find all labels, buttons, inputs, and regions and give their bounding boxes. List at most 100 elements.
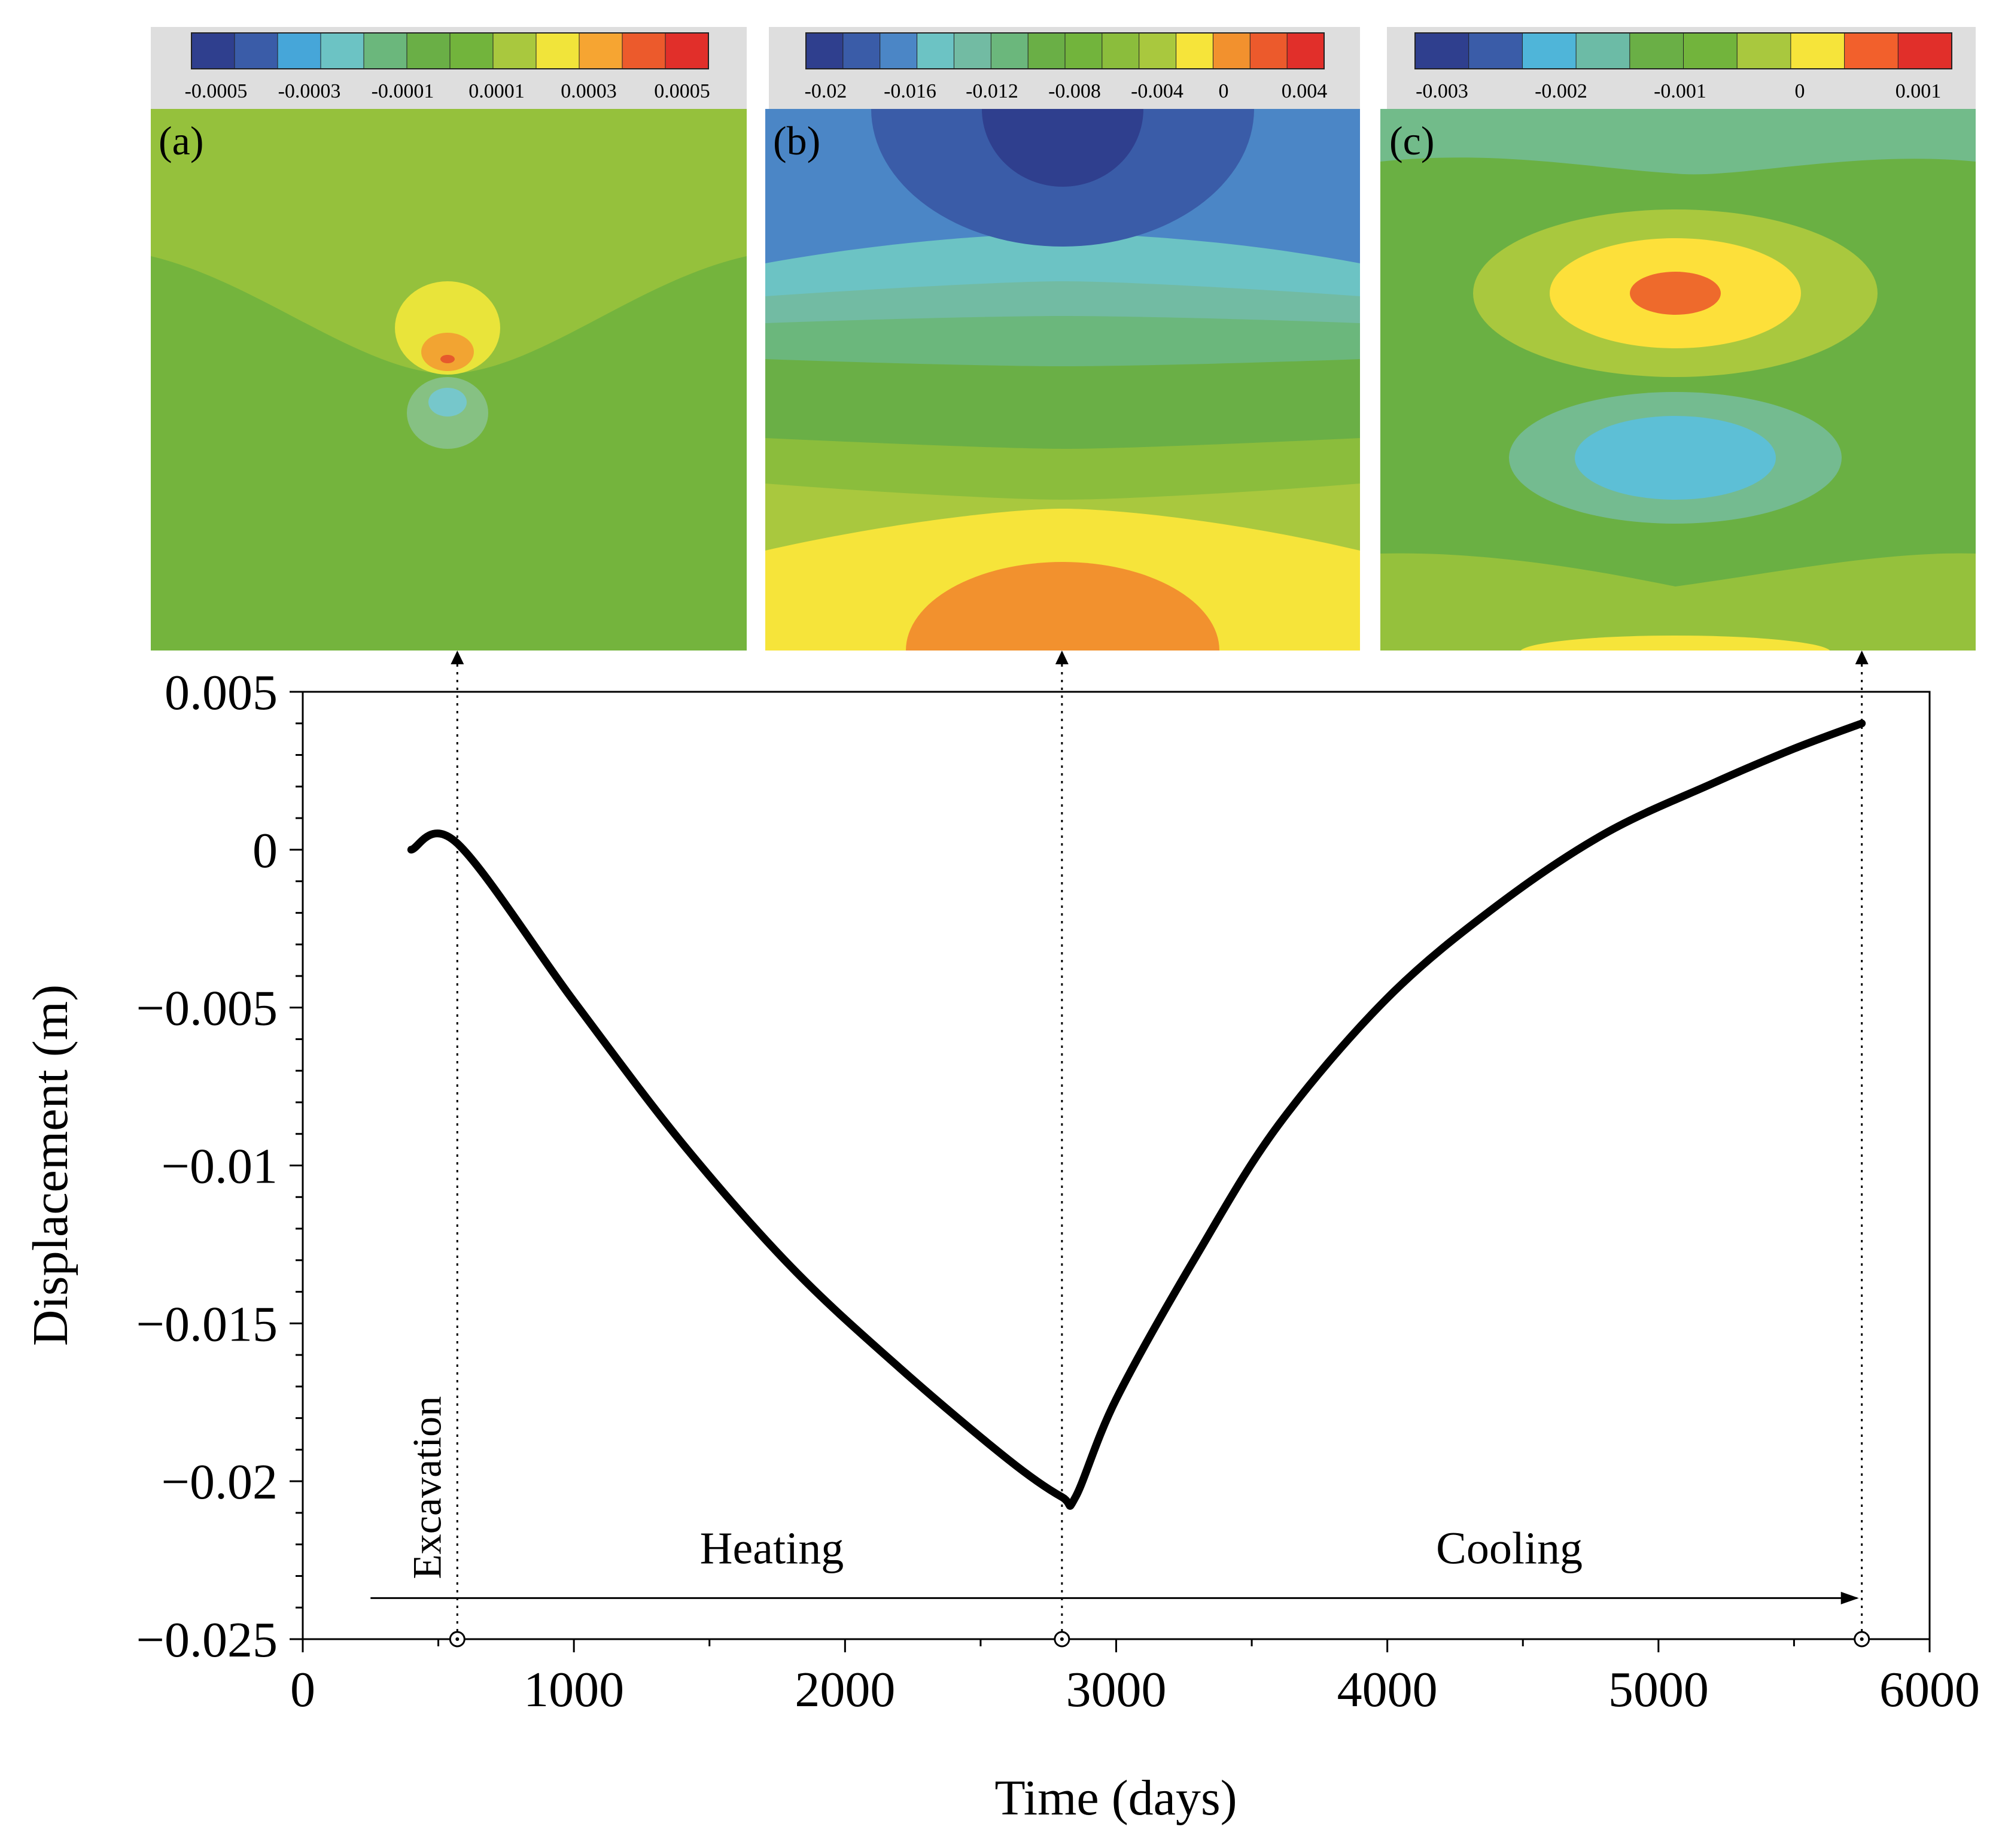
y-tick-label: −0.025 [136, 1612, 278, 1668]
field-a-contour-cyan [428, 388, 467, 417]
colorbar-tick-label: 0.004 [1282, 80, 1328, 102]
colorbar-swatch [1176, 32, 1214, 69]
colorbar-tick-label: -0.003 [1416, 80, 1468, 102]
field-b-contour-darkblue [982, 109, 1143, 187]
marker-dot [455, 1637, 460, 1641]
contour-field-a [151, 109, 747, 651]
colorbar-tick-label: -0.002 [1535, 80, 1587, 102]
x-tick-label: 6000 [1879, 1662, 1980, 1718]
colorbar-swatch [1522, 32, 1577, 69]
colorbar-swatch [363, 32, 407, 69]
contour-panel-a: -0.0005 -0.0003 -0.0001 0.0001 0.0003 0.0005 … [151, 27, 747, 651]
x-axis-label: Time (days) [994, 1770, 1237, 1826]
colorbar-swatch [579, 32, 623, 69]
field-a-contour-red [440, 355, 455, 363]
contour-field-c [1380, 109, 1976, 651]
field-a-contour-orange [421, 333, 474, 371]
colorbar-b [805, 32, 1325, 69]
colorbar-outline [1414, 32, 1952, 69]
colorbar-swatch [990, 32, 1029, 69]
colorbar-swatch [1064, 32, 1103, 69]
panel-c-label: (c) [1389, 118, 1434, 163]
colorbar-swatch [1683, 32, 1738, 69]
colorbar-outline [805, 32, 1325, 69]
line-plot: 0 1000 2000 3000 4000 5000 6000 0.005 0 −0.005 −0… [23, 651, 1980, 1826]
field-c-contour-cyan [1575, 416, 1776, 500]
colorbar-swatch [842, 32, 881, 69]
colorbar-tick-label: 0.0005 [654, 80, 710, 102]
colorbar-swatch [1790, 32, 1845, 69]
panel-a-label: (a) [159, 118, 203, 163]
colorbar-outline [191, 32, 709, 69]
colorbar-a-ticks: -0.0005 -0.0003 -0.0001 0.0001 0.0003 0.0005 [185, 80, 710, 102]
colorbar-swatch [1897, 32, 1953, 69]
colorbar-c [1414, 32, 1953, 69]
colorbar-swatch [320, 32, 364, 69]
colorbar-a [191, 32, 709, 69]
colorbar-swatch [622, 32, 666, 69]
colorbar-swatch [1249, 32, 1288, 69]
field-c-top-band [1380, 109, 1976, 175]
field-c-bottom-band [1380, 553, 1976, 651]
y-tick-label: −0.015 [136, 1296, 278, 1352]
marker-dot [1860, 1637, 1864, 1641]
x-tick-label: 2000 [795, 1662, 895, 1718]
colorbar-swatch [1844, 32, 1899, 69]
colorbar-tick-label: -0.0001 [372, 80, 434, 102]
colorbar-tick-label: -0.016 [884, 80, 936, 102]
heating-annotation: Heating [700, 1523, 844, 1573]
field-a-contour-yellow [395, 281, 500, 375]
y-tick-label: 0 [252, 823, 278, 879]
y-tick-label: −0.01 [162, 1139, 278, 1194]
marker-arrowhead [451, 651, 464, 664]
colorbar-swatch [1468, 32, 1523, 69]
colorbar-tick-label: 0 [1219, 80, 1229, 102]
colorbar-swatch [805, 32, 844, 69]
colorbar-swatch [1575, 32, 1630, 69]
panel-b-label: (b) [773, 118, 820, 163]
colorbar-tick-label: -0.008 [1048, 80, 1101, 102]
colorbar-tick-label: -0.004 [1131, 80, 1183, 102]
marker-arrowhead [1855, 651, 1869, 664]
colorbar-swatch [1736, 32, 1791, 69]
colorbar-tick-label: 0.0003 [561, 80, 617, 102]
colorbar-tick-label: 0 [1795, 80, 1805, 102]
contour-field-b [765, 109, 1360, 651]
colorbar-c-ticks: -0.003 -0.002 -0.001 0 0.001 [1416, 80, 1941, 102]
x-axis-ticks: 0 1000 2000 3000 4000 5000 6000 [290, 1639, 1980, 1718]
colorbar-swatch [492, 32, 537, 69]
displacement-series-line [407, 719, 1866, 1510]
excavation-annotation: Excavation [404, 1396, 449, 1579]
y-tick-label: −0.02 [162, 1454, 278, 1510]
colorbar-swatch [1286, 32, 1325, 69]
colorbar-tick-label: 0.001 [1895, 80, 1942, 102]
y-axis-ticks: 0.005 0 −0.005 −0.01 −0.015 −0.02 −0.025 [136, 665, 303, 1668]
colorbar-tick-label: -0.0003 [278, 80, 341, 102]
x-tick-label: 5000 [1608, 1662, 1709, 1718]
y-axis-label: Displacement (m) [23, 984, 78, 1346]
x-tick-label: 0 [290, 1662, 315, 1718]
colorbar-swatch [953, 32, 992, 69]
colorbar-tick-label: -0.0005 [185, 80, 248, 102]
colorbar-swatch [1027, 32, 1066, 69]
colorbar-swatch [1629, 32, 1684, 69]
colorbar-tick-label: -0.012 [966, 80, 1018, 102]
colorbar-swatch [880, 32, 918, 69]
marker-dot [1060, 1637, 1064, 1641]
field-c-contour-yellow-bottom [1520, 636, 1830, 651]
y-tick-label: −0.005 [136, 981, 278, 1037]
colorbar-swatch [277, 32, 321, 69]
colorbar-swatch [1212, 32, 1251, 69]
field-b-contour-orange [906, 562, 1219, 651]
x-tick-label: 4000 [1337, 1662, 1438, 1718]
stage-markers [449, 651, 1870, 1648]
colorbar-swatch [234, 32, 278, 69]
y-tick-label: 0.005 [165, 665, 278, 721]
plot-area-frame [302, 691, 1931, 1640]
colorbar-tick-label: -0.001 [1654, 80, 1706, 102]
x-tick-label: 1000 [524, 1662, 624, 1718]
field-a-lower-region [151, 256, 747, 651]
colorbar-swatch [449, 32, 494, 69]
colorbar-swatch [917, 32, 955, 69]
